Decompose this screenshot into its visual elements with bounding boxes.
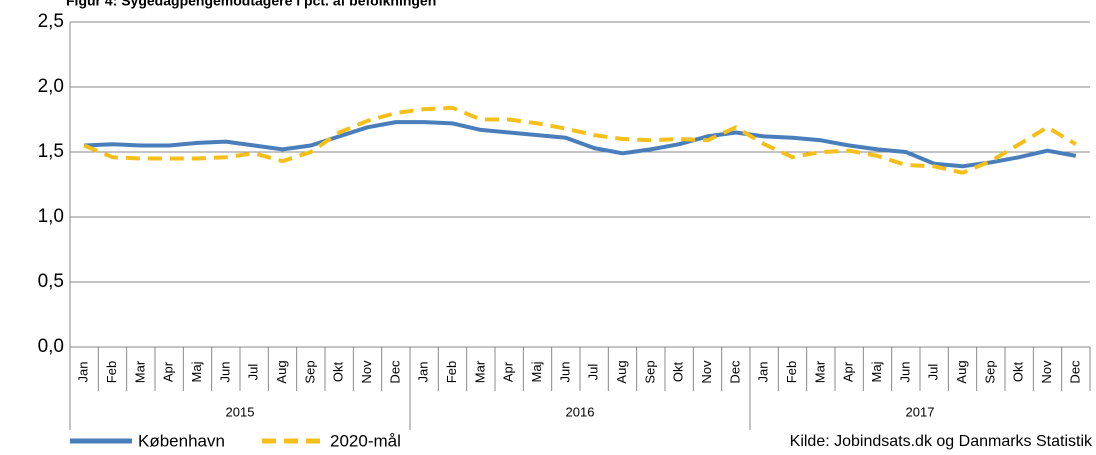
- x-tick-label: Dec: [727, 360, 742, 384]
- x-tick-label: Jun: [217, 362, 232, 383]
- x-tick-label: Mar: [472, 360, 487, 383]
- x-tick-label: Dec: [387, 360, 402, 384]
- x-tick-label: Dec: [1067, 360, 1082, 384]
- source: Kilde: Jobindsats.dk og Danmarks Statist…: [790, 433, 1093, 450]
- y-tick-label: 1,5: [38, 141, 64, 162]
- x-tick-label: Apr: [501, 361, 516, 382]
- x-tick-label: Jan: [416, 362, 431, 383]
- x-tick-label: Feb: [444, 361, 459, 383]
- x-tick-label: Feb: [104, 361, 119, 383]
- y-tick-label: 2,5: [38, 11, 64, 32]
- series-line: [83, 105, 1077, 175]
- year-label: 2016: [566, 404, 595, 419]
- x-tick-label: Apr: [161, 361, 176, 382]
- x-tick-label: Apr: [841, 361, 856, 382]
- x-tick-label: Okt: [1011, 362, 1026, 383]
- x-tick-label: Jul: [926, 364, 941, 381]
- x-tick-label: Jul: [246, 364, 261, 381]
- x-tick-label: Aug: [274, 360, 289, 383]
- x-tick-label: Nov: [1039, 360, 1054, 384]
- x-tick-label: Maj: [189, 361, 204, 382]
- legend-label: København: [138, 431, 225, 450]
- chart-title: Figur 4: Sygedagpengemodtagere i pct. af…: [66, 0, 436, 9]
- x-tick-label: Jan: [756, 362, 771, 383]
- x-tick-label: Sep: [302, 360, 317, 383]
- y-tick-label: 1,0: [38, 206, 64, 227]
- y-tick-label: 0,0: [38, 336, 64, 357]
- x-tick-label: Maj: [869, 361, 884, 382]
- x-tick-label: Jun: [557, 362, 572, 383]
- x-tick-label: Aug: [954, 360, 969, 383]
- x-tick-label: Okt: [331, 362, 346, 383]
- x-tick-label: Nov: [359, 360, 374, 384]
- x-tick-label: Sep: [642, 360, 657, 383]
- legend-label: 2020-mål: [330, 431, 401, 450]
- x-tick-label: Jun: [897, 362, 912, 383]
- y-tick-label: 0,5: [38, 271, 64, 292]
- x-tick-label: Jul: [586, 364, 601, 381]
- x-tick-label: Feb: [784, 361, 799, 383]
- series-line: [84, 120, 1077, 169]
- x-tick-label: Nov: [699, 360, 714, 384]
- x-tick-label: Jan: [76, 362, 91, 383]
- year-label: 2017: [906, 404, 935, 419]
- x-tick-label: Mar: [812, 360, 827, 383]
- x-tick-label: Maj: [529, 361, 544, 382]
- x-tick-label: Mar: [132, 360, 147, 383]
- x-tick-label: Sep: [982, 360, 997, 383]
- year-label: 2015: [226, 404, 255, 419]
- x-tick-label: Okt: [671, 362, 686, 383]
- y-tick-label: 2,0: [38, 76, 64, 97]
- x-tick-label: Aug: [614, 360, 629, 383]
